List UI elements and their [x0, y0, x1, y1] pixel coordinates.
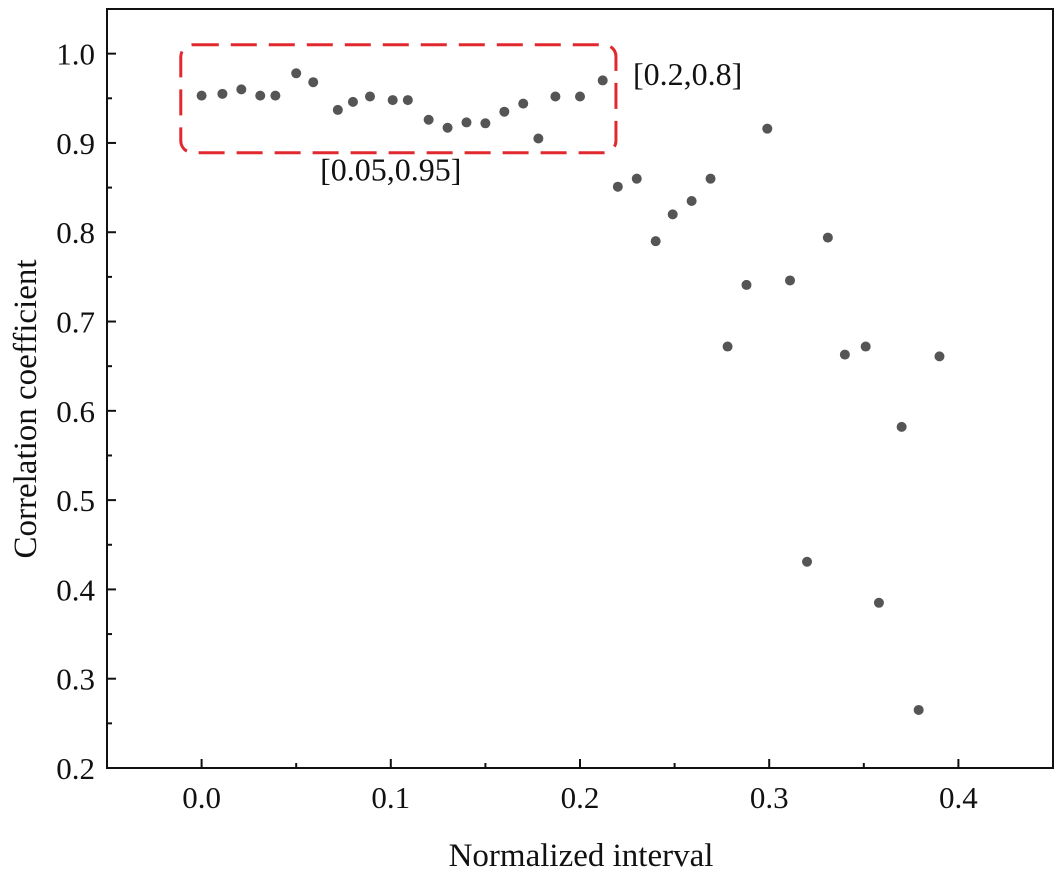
x-tick-label: 0.3 [750, 780, 789, 815]
y-tick-label: 0.5 [56, 483, 95, 518]
data-point [236, 84, 247, 95]
x-tick-label: 0.1 [371, 780, 410, 815]
x-axis-title: Normalized interval [449, 838, 714, 874]
data-point [364, 91, 375, 102]
data-point [533, 133, 544, 144]
data-point [839, 349, 850, 360]
data-point [550, 91, 561, 102]
y-tick-labels: 0.2 0.3 0.4 0.5 0.6 0.7 0.8 0.9 1.0 [56, 37, 95, 786]
data-point [741, 279, 752, 290]
data-point [860, 341, 871, 352]
data-point [217, 88, 228, 99]
x-tick-label: 0.2 [561, 780, 600, 815]
highlight-box [179, 43, 618, 155]
data-point [650, 236, 661, 247]
data-point [667, 209, 678, 220]
data-point [631, 173, 642, 184]
data-point [705, 173, 716, 184]
y-tick-label: 0.8 [56, 215, 95, 250]
data-point [896, 421, 907, 432]
data-point [423, 114, 434, 125]
axis-ticks [107, 52, 960, 769]
y-tick-label: 0.6 [56, 394, 95, 429]
data-point [686, 195, 697, 206]
data-point [575, 91, 585, 102]
data-point [597, 75, 608, 86]
data-point [822, 232, 833, 243]
data-point [442, 122, 453, 133]
annotation-label: [0.05,0.95] [320, 151, 461, 187]
data-point [291, 68, 302, 79]
data-point [387, 95, 398, 106]
plot-frame [106, 8, 1054, 769]
data-point [518, 98, 529, 109]
data-point [913, 704, 924, 715]
annotation-label: [0.2,0.8] [633, 56, 742, 92]
data-point [722, 341, 733, 352]
y-tick-label: 0.4 [56, 572, 95, 607]
data-point [480, 118, 491, 129]
y-tick-label: 0.9 [56, 126, 95, 161]
data-point [255, 90, 266, 101]
x-tick-label: 0.4 [939, 780, 978, 815]
data-point [785, 275, 796, 286]
data-point [499, 106, 510, 117]
y-tick-label: 0.2 [56, 751, 95, 786]
data-points [196, 68, 945, 715]
x-tick-labels: 0.0 0.1 0.2 0.3 0.4 [182, 780, 978, 815]
data-point [347, 96, 358, 107]
data-point [612, 181, 623, 192]
data-point [934, 351, 945, 362]
data-point [802, 556, 813, 567]
data-point [270, 90, 281, 101]
y-axis-title: Correlation coefficient [8, 259, 44, 558]
annotations: [0.2,0.8] [0.05,0.95] [320, 56, 742, 188]
y-tick-label: 1.0 [56, 37, 95, 72]
data-point [196, 90, 207, 101]
data-point [402, 95, 413, 106]
data-point [762, 123, 773, 134]
x-tick-label: 0.0 [182, 780, 221, 815]
data-point [332, 104, 343, 115]
y-tick-label: 0.3 [56, 662, 95, 697]
data-point [308, 77, 319, 88]
data-point [461, 117, 472, 128]
data-point [873, 597, 884, 608]
y-tick-label: 0.7 [56, 305, 95, 340]
